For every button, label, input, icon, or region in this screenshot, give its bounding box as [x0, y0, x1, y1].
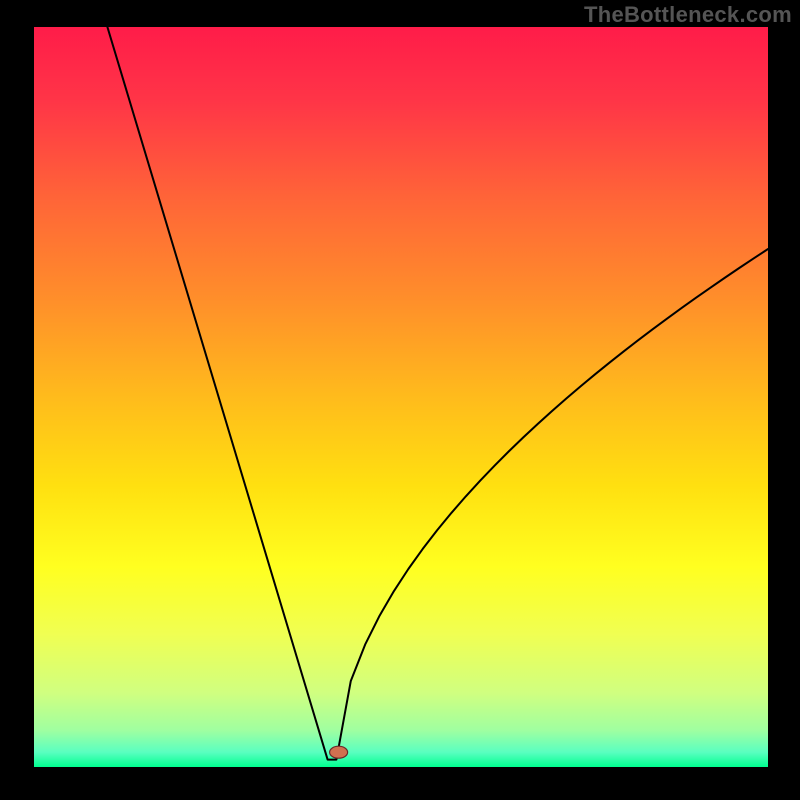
- optimum-marker: [330, 746, 348, 758]
- watermark-text: TheBottleneck.com: [584, 2, 792, 28]
- bottleneck-curve: [107, 27, 768, 760]
- curve-svg: [34, 27, 768, 767]
- plot-area: [34, 27, 768, 767]
